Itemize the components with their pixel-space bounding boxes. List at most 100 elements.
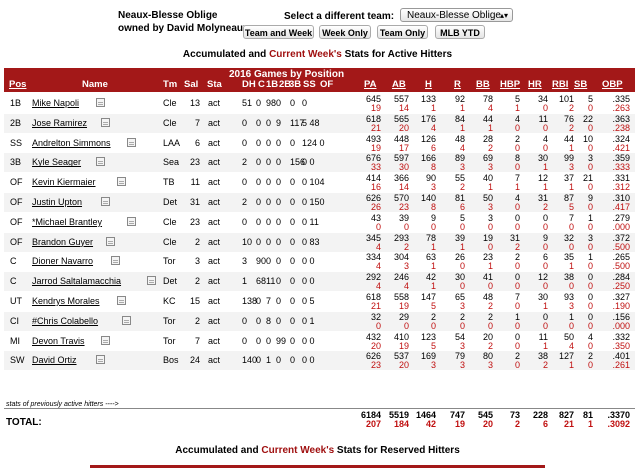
player-note-icon[interactable] xyxy=(111,256,121,266)
pos-header[interactable]: Pos xyxy=(9,79,27,90)
player-note-icon[interactable] xyxy=(126,216,136,226)
stat-header-h[interactable]: H xyxy=(425,79,432,90)
player-name-link[interactable]: #Chris Colabello xyxy=(32,315,99,326)
position-cell: OF xyxy=(10,216,23,227)
status-cell: act xyxy=(208,276,221,287)
player-name-link[interactable]: Justin Upton xyxy=(32,197,83,207)
stat-cell-obp: .324.421 xyxy=(612,134,630,153)
stat-header-bb[interactable]: BB xyxy=(476,79,490,90)
player-note-icon[interactable] xyxy=(101,335,111,345)
stat-cell-bb: 40 1 xyxy=(483,173,493,192)
player-name-link[interactable]: Jose Ramirez xyxy=(32,117,88,128)
current-week-value: 0 xyxy=(514,320,520,331)
player-name-link[interactable]: Kyle Seager xyxy=(32,157,82,168)
accumulated-value: 7 xyxy=(514,292,520,302)
player-name-link[interactable]: Kendrys Morales xyxy=(32,296,100,306)
current-week-value: 1 xyxy=(487,122,493,133)
player-name-link[interactable]: Jarrod Saltalamacchia xyxy=(32,276,122,287)
mlb-ytd-button[interactable]: MLB YTD xyxy=(435,25,485,39)
current-week-value: .250 xyxy=(612,281,630,292)
player-name-link[interactable]: *Michael Brantley xyxy=(32,216,103,227)
accumulated-value: 133 xyxy=(420,94,436,104)
stat-cell-pa: 618 21 xyxy=(366,292,381,311)
team-select[interactable]: Neaux-Blesse Oblige ▴▾ xyxy=(400,8,513,22)
stat-header-ab[interactable]: AB xyxy=(392,79,406,90)
accumulated-value: 65 xyxy=(454,292,465,302)
player-note-icon[interactable] xyxy=(101,117,111,127)
stat-header-hr[interactable]: HR xyxy=(528,79,542,90)
accumulated-value: 3 xyxy=(587,153,593,164)
games-pos-cell: 0 5 xyxy=(302,296,315,306)
accumulated-value: 78 xyxy=(482,94,493,104)
current-week-value: 1 xyxy=(430,103,436,113)
team-and-week-button[interactable]: Team and Week xyxy=(243,25,314,39)
stat-cell-pa: 618 21 xyxy=(366,114,381,133)
games-pos-cell: 156 xyxy=(290,157,306,168)
current-week-value: 1 xyxy=(459,122,465,133)
stat-header-obp[interactable]: OBP xyxy=(602,79,623,90)
games-pos-cell: 0 xyxy=(276,276,282,287)
team-only-button[interactable]: Team Only xyxy=(377,25,428,39)
status-cell: act xyxy=(208,117,221,128)
player-name-link[interactable]: Andrelton Simmons xyxy=(32,137,111,148)
stat-cell-obp: .359.333 xyxy=(612,153,630,172)
current-week-value: 14 xyxy=(398,103,409,113)
current-week-value: 19 xyxy=(370,142,381,153)
player-note-icon[interactable] xyxy=(116,177,126,187)
games-pos-cell: 0 xyxy=(276,157,282,168)
games-pos-cell: 0 xyxy=(242,137,248,148)
player-name-link[interactable]: Mike Napoli xyxy=(32,98,80,108)
player-note-icon[interactable] xyxy=(147,276,157,286)
player-note-icon[interactable] xyxy=(96,157,106,167)
stat-header-pa[interactable]: PA xyxy=(364,79,377,90)
player-note-icon[interactable] xyxy=(96,98,106,107)
stat-header-sb[interactable]: SB xyxy=(574,79,588,90)
current-week-value: 0 xyxy=(568,221,574,232)
current-week-value: 3 xyxy=(403,261,409,272)
status-cell: act xyxy=(208,177,221,188)
accumulated-value: 48 xyxy=(454,133,465,144)
current-week-value: 2 xyxy=(403,241,409,252)
player-name-link[interactable]: Kevin Kiermaier xyxy=(32,177,96,188)
accumulated-value: 1 xyxy=(568,311,574,322)
accumulated-value: 32 xyxy=(563,232,574,243)
current-week-value: 2 xyxy=(487,340,493,351)
player-note-icon[interactable] xyxy=(121,315,131,325)
player-note-icon[interactable] xyxy=(126,137,136,147)
stat-header-hbp[interactable]: HBP xyxy=(500,79,521,90)
stat-header-r[interactable]: R xyxy=(454,79,461,90)
games-pos-cell: 5 48 xyxy=(302,117,320,128)
current-week-value: 3 xyxy=(487,202,493,212)
accumulated-value: 2 xyxy=(459,311,465,322)
current-week-value: 0 xyxy=(430,320,436,331)
accumulated-value: 176 xyxy=(420,113,436,124)
team-cell: TB xyxy=(163,177,175,188)
current-week-value: 0 xyxy=(587,241,593,252)
current-week-value: 0 xyxy=(459,281,465,292)
player-name-link[interactable]: David Ortiz xyxy=(32,355,77,366)
player-name-link[interactable]: Devon Travis xyxy=(32,335,85,346)
current-week-value: 0 xyxy=(542,281,548,292)
player-note-icon[interactable] xyxy=(96,355,106,365)
player-note-icon[interactable] xyxy=(106,236,116,246)
stat-header-rbi[interactable]: RBI xyxy=(552,79,569,90)
player-name-link[interactable]: Brandon Guyer xyxy=(32,236,94,247)
total-h: 1464 42 xyxy=(416,410,436,429)
stat-cell-ab: 565 20 xyxy=(394,114,409,133)
stat-cell-obp: .265.500 xyxy=(612,252,630,271)
player-name-link[interactable]: Dioner Navarro xyxy=(32,256,94,267)
week-only-button[interactable]: Week Only xyxy=(319,25,371,39)
accumulated-value: 0 xyxy=(587,292,593,302)
player-note-icon[interactable] xyxy=(116,296,126,305)
stat-cell-r: 55 2 xyxy=(455,173,465,192)
status-cell: act xyxy=(208,216,221,227)
position-cell: UT xyxy=(10,296,22,306)
player-note-icon[interactable] xyxy=(101,197,111,206)
stat-cell-hr: 34 0 xyxy=(538,94,548,113)
current-week-value: 0 xyxy=(587,261,593,272)
stat-cell-bb: 44 1 xyxy=(483,114,493,133)
